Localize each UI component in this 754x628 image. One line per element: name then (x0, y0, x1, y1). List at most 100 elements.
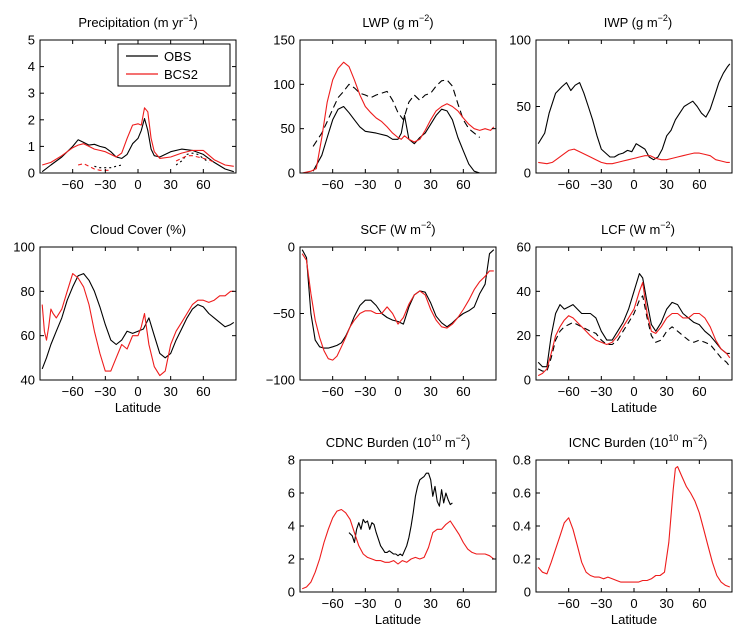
cloudcover-series-bcs2-line (41, 273, 234, 377)
scf-xtick-label: −30 (354, 384, 376, 399)
cdnc-title: CDNC Burden (1010 m−2) (326, 433, 471, 450)
cdnc-xtick-label: −30 (354, 596, 376, 611)
precip-ytick-label: 2 (28, 112, 35, 127)
cloudcover-series-obs-line (41, 273, 235, 370)
cdnc-ytick-label: 6 (288, 486, 295, 501)
iwp-xtick-label: 0 (630, 177, 637, 192)
cloudcover-ytick-label: 60 (21, 328, 35, 343)
cdnc-xtick-label: 0 (394, 596, 401, 611)
legend-box (117, 43, 231, 87)
cloudcover-xtick-label: 0 (134, 384, 141, 399)
scf-xtick-label: 0 (394, 384, 401, 399)
lcf-series-group (537, 273, 731, 377)
lcf-xtick-label: 60 (692, 384, 706, 399)
precip-xtick-label: 60 (196, 177, 210, 192)
cloudcover-xtick-label: 60 (196, 384, 210, 399)
iwp-ytick-label: 50 (517, 99, 531, 114)
icnc-series-bcs2-line (537, 466, 730, 588)
cloudcover-series-group (41, 273, 235, 377)
lcf-xtick-label: 30 (659, 384, 673, 399)
precip-series-group (41, 107, 234, 173)
cloudcover-ytick-label: 100 (13, 240, 35, 255)
panel-lcf: LCF (W m−2) −60 −30 0 30 60 0 20 40 60 Latitude (517, 220, 733, 415)
lcf-ytick-label: 0 (524, 373, 531, 388)
scf-title: SCF (W m−2) (360, 220, 435, 237)
panel-cdnc: CDNC Burden (1010 m−2) −60 −30 0 30 60 0 2 4 6 8 L… (288, 433, 497, 627)
icnc-ytick-label: 0.4 (513, 519, 531, 534)
scf-ytick-label: −50 (273, 306, 295, 321)
cloudcover-xlabel: Latitude (115, 400, 161, 415)
iwp-series-bcs2-line (538, 148, 730, 165)
panel-precipitation: Precipitation (m yr−1) −60 −30 0 30 60 0 1 2 3 4 5… (28, 13, 237, 192)
icnc-xtick-label: −30 (590, 596, 612, 611)
lwp-series-group (302, 61, 495, 173)
scf-series-bcs2-line (301, 253, 494, 361)
precip-ytick-label: 4 (28, 59, 35, 74)
icnc-title: ICNC Burden (1010 m−2) (569, 433, 708, 450)
precip-series-extra-2-line (94, 164, 122, 169)
cloudcover-ytick-label: 80 (21, 284, 35, 299)
cloudcover-title: Cloud Cover (%) (90, 222, 186, 237)
cloudcover-ytick-label: 40 (21, 373, 35, 388)
lwp-xtick-label: −60 (322, 177, 344, 192)
iwp-xtick-label: −60 (558, 177, 580, 192)
legend-bcs2-label: BCS2 (164, 67, 198, 82)
cdnc-ytick-label: 2 (288, 552, 295, 567)
lcf-xlabel: Latitude (611, 400, 657, 415)
precip-xtick-label: 0 (134, 177, 141, 192)
scf-xtick-label: 30 (423, 384, 437, 399)
cloudcover-xtick-label: −60 (62, 384, 84, 399)
precip-xtick-label: −60 (62, 177, 84, 192)
cdnc-ytick-label: 4 (288, 519, 295, 534)
lwp-xtick-label: 60 (456, 177, 470, 192)
cdnc-series-group (301, 472, 495, 590)
precip-xtick-label: −30 (94, 177, 116, 192)
icnc-ytick-label: 0 (524, 585, 531, 600)
lwp-series-bcs2-line (302, 61, 495, 173)
cloudcover-xtick-label: −30 (94, 384, 116, 399)
precip-xtick-label: 30 (163, 177, 177, 192)
precip-series-obs-line (41, 117, 234, 173)
lcf-series-bcs2-line (537, 281, 731, 377)
scf-axes-box (299, 246, 497, 381)
lwp-xtick-label: 0 (394, 177, 401, 192)
iwp-xtick-label: 60 (692, 177, 706, 192)
lcf-xtick-label: −60 (558, 384, 580, 399)
iwp-xtick-label: 30 (659, 177, 673, 192)
scf-series-group (301, 249, 495, 361)
lcf-title: LCF (W m−2) (601, 220, 675, 237)
panel-icnc: ICNC Burden (1010 m−2) −60 −30 0 30 60 0 0.2 0.… (513, 433, 733, 627)
iwp-ytick-label: 0 (524, 166, 531, 181)
icnc-ytick-label: 0.2 (513, 552, 531, 567)
lwp-ytick-label: 150 (273, 33, 295, 48)
cdnc-xlabel: Latitude (375, 612, 421, 627)
lwp-title: LWP (g m−2) (362, 13, 433, 30)
precip-title: Precipitation (m yr−1) (78, 13, 197, 30)
lwp-xtick-label: −30 (354, 177, 376, 192)
cdnc-xtick-label: −60 (322, 596, 344, 611)
lwp-ytick-label: 0 (288, 166, 295, 181)
lwp-series-obs-line (312, 105, 480, 173)
panel-scf: SCF (W m−2) −60 −30 0 30 60 −100 −50 0 (266, 220, 497, 399)
iwp-title: IWP (g m−2) (604, 13, 673, 30)
iwp-series-obs-line (537, 63, 731, 161)
lcf-xtick-label: 0 (630, 384, 637, 399)
lcf-ytick-label: 60 (517, 240, 531, 255)
iwp-ytick-label: 100 (509, 33, 531, 48)
legend-obs-label: OBS (164, 49, 192, 64)
panel-lwp: LWP (g m−2) −60 −30 0 30 60 0 50 100 150 (273, 13, 497, 192)
cdnc-ytick-label: 8 (288, 453, 295, 468)
lwp-xtick-label: 30 (423, 177, 437, 192)
scf-series-obs-line (301, 249, 495, 349)
scf-xtick-label: −60 (322, 384, 344, 399)
cdnc-xtick-label: 60 (456, 596, 470, 611)
icnc-xtick-label: 30 (659, 596, 673, 611)
precip-ytick-label: 1 (28, 139, 35, 154)
lcf-ytick-label: 40 (517, 284, 531, 299)
cdnc-series-bcs2-line (301, 508, 495, 590)
scf-ytick-label: −100 (266, 373, 295, 388)
scf-xtick-label: 60 (456, 384, 470, 399)
icnc-xlabel: Latitude (611, 612, 657, 627)
cloudcover-xtick-label: 30 (163, 384, 177, 399)
